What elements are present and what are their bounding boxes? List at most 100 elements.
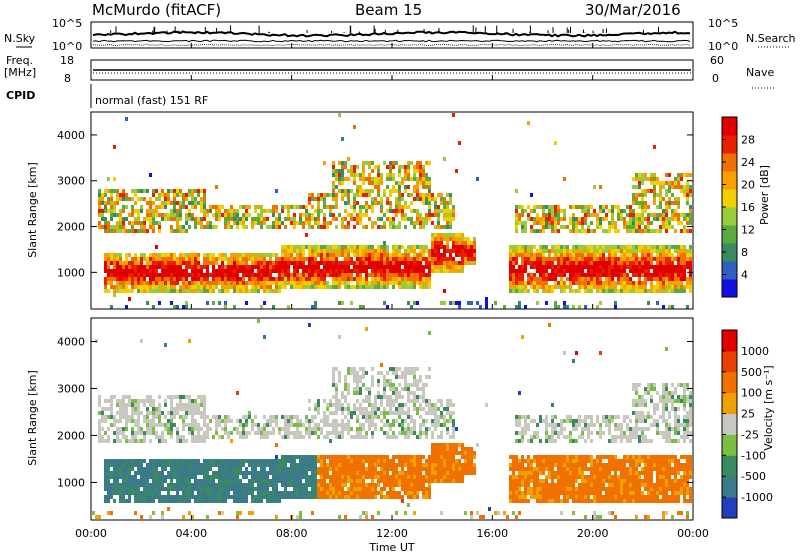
heatmap-cell [176,495,179,499]
heatmap-cell [200,265,203,269]
heatmap-cell [242,423,245,427]
heatmap-cell [155,253,158,257]
heatmap-cell [686,185,689,189]
heatmap-cell [218,281,221,285]
heatmap-cell [455,249,458,253]
heatmap-cell [347,225,350,229]
heatmap-cell [269,265,272,269]
heatmap-cell [179,229,182,233]
heatmap-cell [386,467,389,471]
heatmap-cell [263,265,266,269]
heatmap-cell [260,475,263,479]
heatmap-cell [404,185,407,189]
heatmap-cell [398,209,401,213]
heatmap-cell [527,273,530,277]
heatmap-cell [149,487,152,491]
heatmap-cell [605,245,608,249]
heatmap-cell [377,261,380,265]
heatmap-cell [641,273,644,277]
heatmap-cell [521,285,524,289]
heatmap-cell [269,471,272,475]
heatmap-cell [146,415,149,419]
heatmap-cell [584,217,587,221]
heatmap-cell [587,265,590,269]
heatmap-cell [140,225,143,229]
heatmap-cell [392,431,395,435]
heatmap-cell [368,467,371,471]
heatmap-cell [569,265,572,269]
heatmap-cell [383,161,386,165]
heatmap-cell [635,201,638,205]
heatmap-cell [152,495,155,499]
heatmap-cell [674,209,677,213]
heatmap-cell [239,471,242,475]
heatmap-cell [191,257,194,261]
heatmap-cell [653,185,656,189]
heatmap-cell [248,253,251,257]
heatmap-cell [443,269,446,273]
heatmap-cell [368,395,371,399]
heatmap-cell [122,471,125,475]
heatmap-cell [599,245,602,249]
heatmap-cell [323,253,326,257]
heatmap-cell [530,273,533,277]
heatmap-cell [173,423,176,427]
heatmap-cell [593,229,596,233]
heatmap-cell [263,495,266,499]
heatmap-cell [218,467,221,471]
heatmap-cell [392,185,395,189]
heatmap-cell [260,463,263,467]
heatmap-cell [188,511,191,515]
heatmap-cell [368,423,371,427]
heatmap-cell [377,277,380,281]
heatmap-cell [338,273,341,277]
heatmap-cell [143,499,146,503]
heatmap-cell [665,257,668,261]
heatmap-cell [98,411,101,415]
heatmap-cell [296,431,299,435]
heatmap-cell [329,411,332,415]
heatmap-cell [179,285,182,289]
heatmap-cell [368,427,371,431]
heatmap-cell [254,479,257,483]
heatmap-cell [587,209,590,213]
heatmap-cell [317,411,320,415]
heatmap-cell [296,257,299,261]
heatmap-cell [341,435,344,439]
heatmap-cell [269,253,272,257]
heatmap-cell [329,245,332,249]
heatmap-cell [443,257,446,261]
heatmap-cell [167,471,170,475]
heatmap-cell [200,225,203,229]
heatmap-cell [101,427,104,431]
heatmap-cell [293,491,296,495]
heatmap-cell [299,475,302,479]
heatmap-cell [245,487,248,491]
heatmap-cell [350,273,353,277]
heatmap-cell [542,245,545,249]
heatmap-cell [230,459,233,463]
heatmap-cell [368,419,371,423]
heatmap-cell [116,427,119,431]
heatmap-cell [638,193,641,197]
heatmap-cell [485,305,488,309]
heatmap-cell [185,475,188,479]
heatmap-cell [179,395,182,399]
heatmap-cell [176,411,179,415]
heatmap-cell [98,403,101,407]
heatmap-cell [563,249,566,253]
heatmap-cell [689,289,692,293]
heatmap-cell [209,495,212,499]
heatmap-cell [107,439,110,443]
heatmap-cell [170,419,173,423]
heatmap-cell [527,257,530,261]
heatmap-cell [626,225,629,229]
heatmap-cell [548,257,551,261]
heatmap-cell [404,253,407,257]
heatmap-cell [266,491,269,495]
heatmap-cell [554,213,557,217]
heatmap-cell [116,411,119,415]
heatmap-cell [431,253,434,257]
heatmap-cell [680,249,683,253]
heatmap-cell [413,165,416,169]
